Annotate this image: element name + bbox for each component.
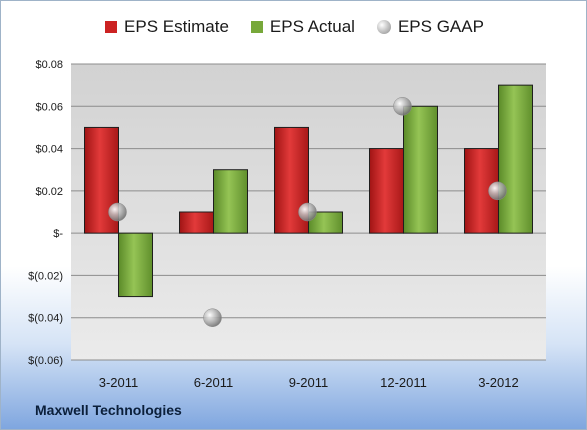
eps-gaap-bubble [488,181,507,201]
y-tick-label: $0.04 [35,144,63,156]
x-tick-label: 3-2011 [99,375,139,390]
legend-label-eps-estimate: EPS Estimate [124,17,229,36]
y-tick-label: $(0.04) [28,313,63,325]
company-name: Maxwell Technologies [35,402,182,418]
x-tick-label: 6-2011 [194,375,234,390]
legend-swatch-eps-estimate [105,21,118,33]
eps-actual-bar [498,84,533,234]
legend-swatch-eps-actual [250,21,263,33]
y-tick-label: $0.06 [35,101,63,113]
y-tick-label: $(0.06) [28,355,63,367]
legend-label-eps-gaap: EPS GAAP [397,17,484,36]
eps-actual-bar [308,211,343,234]
legend-label-eps-actual: EPS Actual [269,17,355,36]
legend-bubble-eps-gaap [376,20,391,34]
x-tick-label: 9-2011 [289,375,329,390]
eps-estimate-bar [369,148,404,234]
eps-estimate-bar [179,211,214,234]
eps-actual-bar [118,232,153,298]
y-tick-label: $(0.02) [28,270,63,282]
eps-gaap-bubble [203,308,222,327]
eps-gaap-bubble [393,97,412,116]
y-tick-label: $- [53,228,63,240]
x-tick-label: 12-2011 [380,375,427,390]
eps-gaap-bubble [298,202,317,222]
legend-item-eps-gaap: EPS GAAP [376,17,484,37]
legend-item-eps-estimate: EPS Estimate [105,17,229,37]
eps-actual-bar [213,169,248,234]
legend: EPS Estimate EPS Actual EPS GAAP [1,17,587,37]
legend-item-eps-actual: EPS Actual [250,17,355,37]
y-tick-label: $0.08 [35,59,63,71]
eps-actual-bar [403,105,438,234]
eps-gaap-bubble [108,202,127,222]
y-tick-label: $0.02 [35,186,63,198]
x-tick-label: 3-2012 [478,375,518,390]
